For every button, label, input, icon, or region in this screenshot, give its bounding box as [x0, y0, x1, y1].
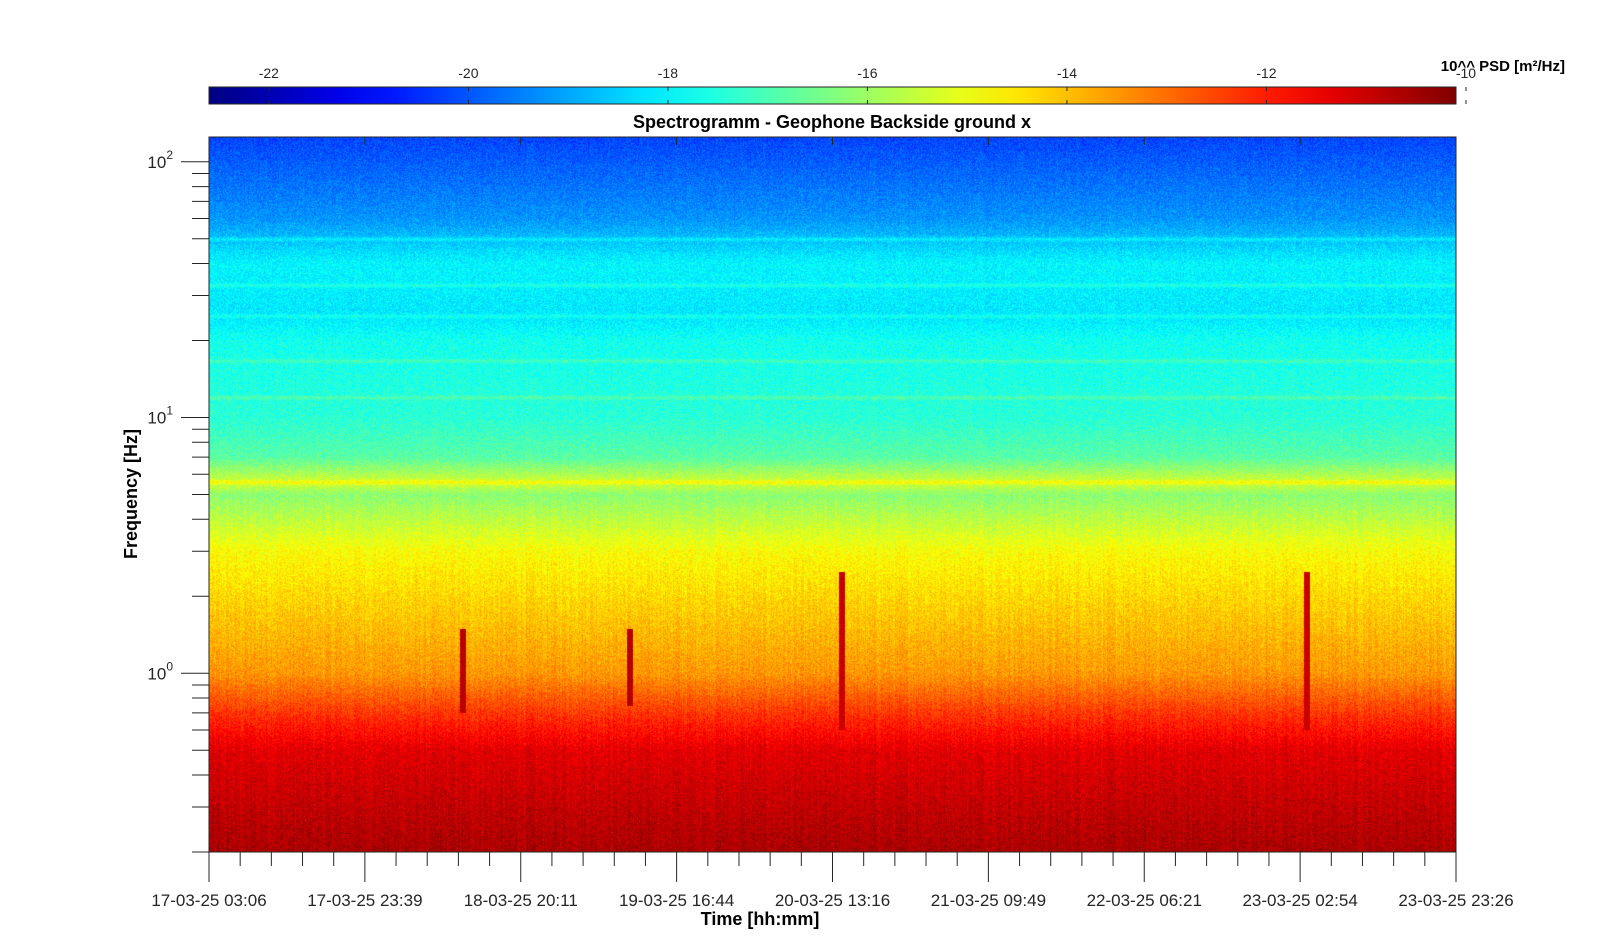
- x-tick-label: 19-03-25 16:44: [619, 891, 734, 910]
- colorbar-tick-label: -12: [1256, 65, 1276, 81]
- x-tick-label: 21-03-25 09:49: [931, 891, 1046, 910]
- y-tick-label: 102: [147, 148, 173, 172]
- y-tick-label: 101: [147, 404, 173, 428]
- y-axis: 100 101 102: [147, 148, 209, 853]
- x-tick-label: 20-03-25 13:16: [775, 891, 890, 910]
- x-tick-label: 17-03-25 23:39: [307, 891, 422, 910]
- colorbar-ticks: -22 -20 -18 -16 -14 -12 -10: [259, 65, 1476, 104]
- x-axis-label: Time [hh:mm]: [701, 909, 820, 929]
- chart-title: Spectrogramm - Geophone Backside ground …: [633, 112, 1031, 132]
- colorbar-tick-label: -10: [1456, 65, 1476, 81]
- heatmap-plot: [209, 137, 1456, 852]
- colorbar-tick-label: -18: [658, 65, 678, 81]
- colorbar-tick-label: -22: [259, 65, 279, 81]
- colorbar-tick-label: -20: [458, 65, 478, 81]
- x-tick-label: 17-03-25 03:06: [151, 891, 266, 910]
- x-tick-label: 22-03-25 06:21: [1087, 891, 1202, 910]
- y-tick-label: 100: [147, 659, 173, 683]
- y-axis-label: Frequency [Hz]: [121, 429, 141, 559]
- colorbar-tick-label: -16: [857, 65, 877, 81]
- colorbar-tick-label: -14: [1057, 65, 1077, 81]
- x-axis: 17-03-25 03:06 17-03-25 23:39 18-03-25 20:…: [151, 137, 1514, 910]
- colorbar-label: 10^^ PSD [m²/Hz]: [1441, 58, 1565, 75]
- x-tick-label: 23-03-25 02:54: [1242, 891, 1357, 910]
- x-tick-label: 18-03-25 20:11: [464, 891, 578, 910]
- x-tick-label: 23-03-25 23:26: [1398, 891, 1513, 910]
- colorbar: [208, 86, 1457, 105]
